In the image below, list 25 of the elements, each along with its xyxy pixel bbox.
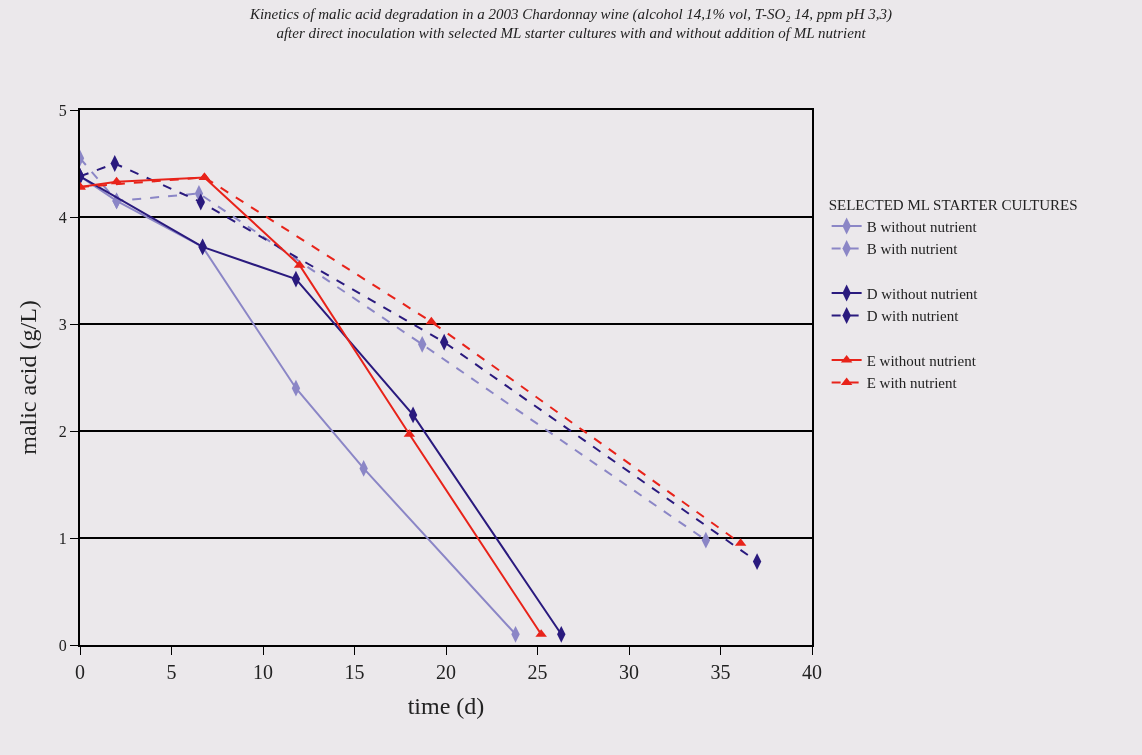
y-tick-label: 3 [58,315,67,333]
legend-label: E without nutrient [866,352,977,369]
x-tick-label: 10 [253,661,273,683]
legend-label: D with nutrient [866,308,960,325]
y-tick-label: 2 [58,422,67,440]
x-tick-label: 30 [619,661,639,683]
y-tick-label: 4 [58,208,67,226]
legend-title: SELECTED ML STARTER CULTURES [828,196,1078,213]
y-tick-label: 5 [58,101,67,119]
legend-label: E with nutrient [866,375,958,392]
x-tick-label: 25 [527,661,548,683]
legend-label: D without nutrient [866,285,979,302]
legend-label: B without nutrient [866,218,978,235]
x-tick-label: 35 [710,661,731,683]
x-tick-label: 15 [344,661,365,683]
x-tick-label: 0 [75,661,85,683]
y-axis-title: malic acid (g/L) [15,300,42,455]
x-tick-label: 20 [436,661,456,683]
x-tick-label: 5 [166,661,177,683]
y-tick-label: 1 [58,529,67,547]
x-tick-label: 40 [802,661,822,683]
y-tick-label: 0 [58,636,67,654]
x-axis-title: time (d) [407,692,485,719]
chart-title: Kinetics of malic acid degradation in a 2003 Chardonnay wine (alcohol 14,1% vol, T-SO₂ 14, ppm pH 3,3) after direct inoculation with selected ML starter cultures with and without addition of ML nutrient [248,5,893,42]
legend-label: B with nutrient [866,241,959,258]
